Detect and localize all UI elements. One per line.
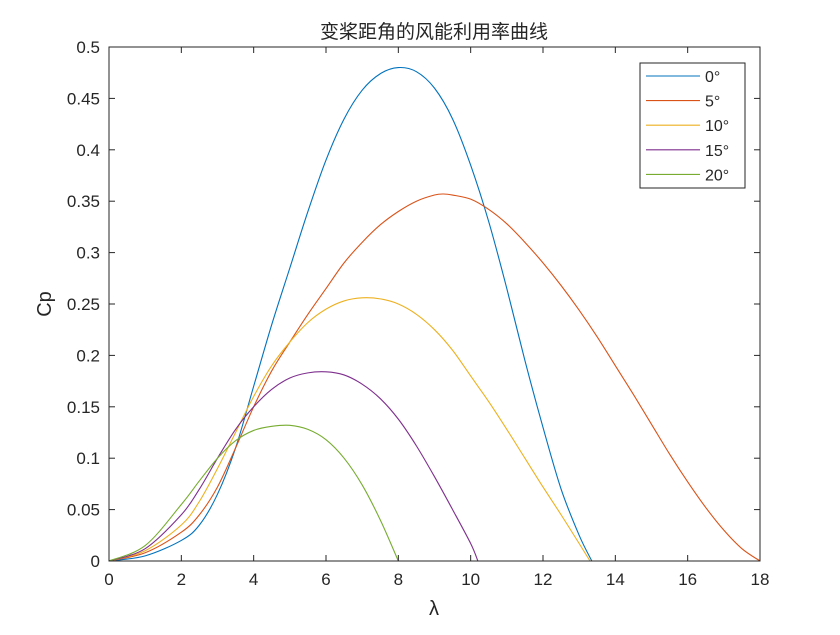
x-tick-label: 6	[321, 570, 330, 589]
series-line-0	[108, 66, 593, 562]
legend: 0° 5° 10° 15° 20°	[639, 62, 746, 189]
legend-label: 0°	[705, 69, 720, 86]
x-tick-label: 18	[751, 570, 770, 589]
series-line-4	[108, 424, 399, 562]
chart-title: 变桨距角的风能利用率曲线	[320, 21, 548, 43]
legend-label: 5°	[705, 94, 720, 111]
y-tick-label: 0.45	[67, 89, 100, 108]
y-tick-label: 0.5	[76, 38, 100, 57]
y-tick-label: 0.25	[67, 295, 100, 314]
y-tick-label: 0.2	[76, 346, 100, 365]
y-tick-label: 0.4	[76, 141, 100, 160]
x-tick-label: 8	[394, 570, 403, 589]
x-axis: 0 2 4 6 8 10 12 14 16 18	[104, 47, 769, 589]
y-tick-label: 0	[91, 552, 100, 571]
series-line-1	[108, 193, 761, 562]
series-line-2	[108, 297, 591, 562]
x-tick-label: 14	[606, 570, 625, 589]
legend-label: 10°	[705, 118, 729, 135]
series-line-3	[108, 371, 479, 562]
y-tick-label: 0.15	[67, 398, 100, 417]
y-tick-label: 0.1	[76, 449, 100, 468]
series-layer	[108, 66, 761, 562]
legend-label: 20°	[705, 167, 729, 184]
x-tick-label: 4	[249, 570, 258, 589]
x-tick-label: 16	[678, 570, 697, 589]
y-axis: 0 0.05 0.1 0.15 0.2 0.25 0.3 0.35 0.4 0.45 0.5	[67, 38, 760, 571]
y-tick-label: 0.3	[76, 244, 100, 263]
y-axis-label: Cp	[34, 291, 56, 317]
x-axis-label: λ	[429, 598, 439, 620]
legend-label: 15°	[705, 143, 729, 160]
x-tick-label: 12	[534, 570, 553, 589]
x-tick-label: 0	[104, 570, 113, 589]
y-tick-label: 0.35	[67, 192, 100, 211]
x-tick-label: 2	[177, 570, 186, 589]
y-tick-label: 0.05	[67, 501, 100, 520]
x-tick-label: 10	[461, 570, 480, 589]
